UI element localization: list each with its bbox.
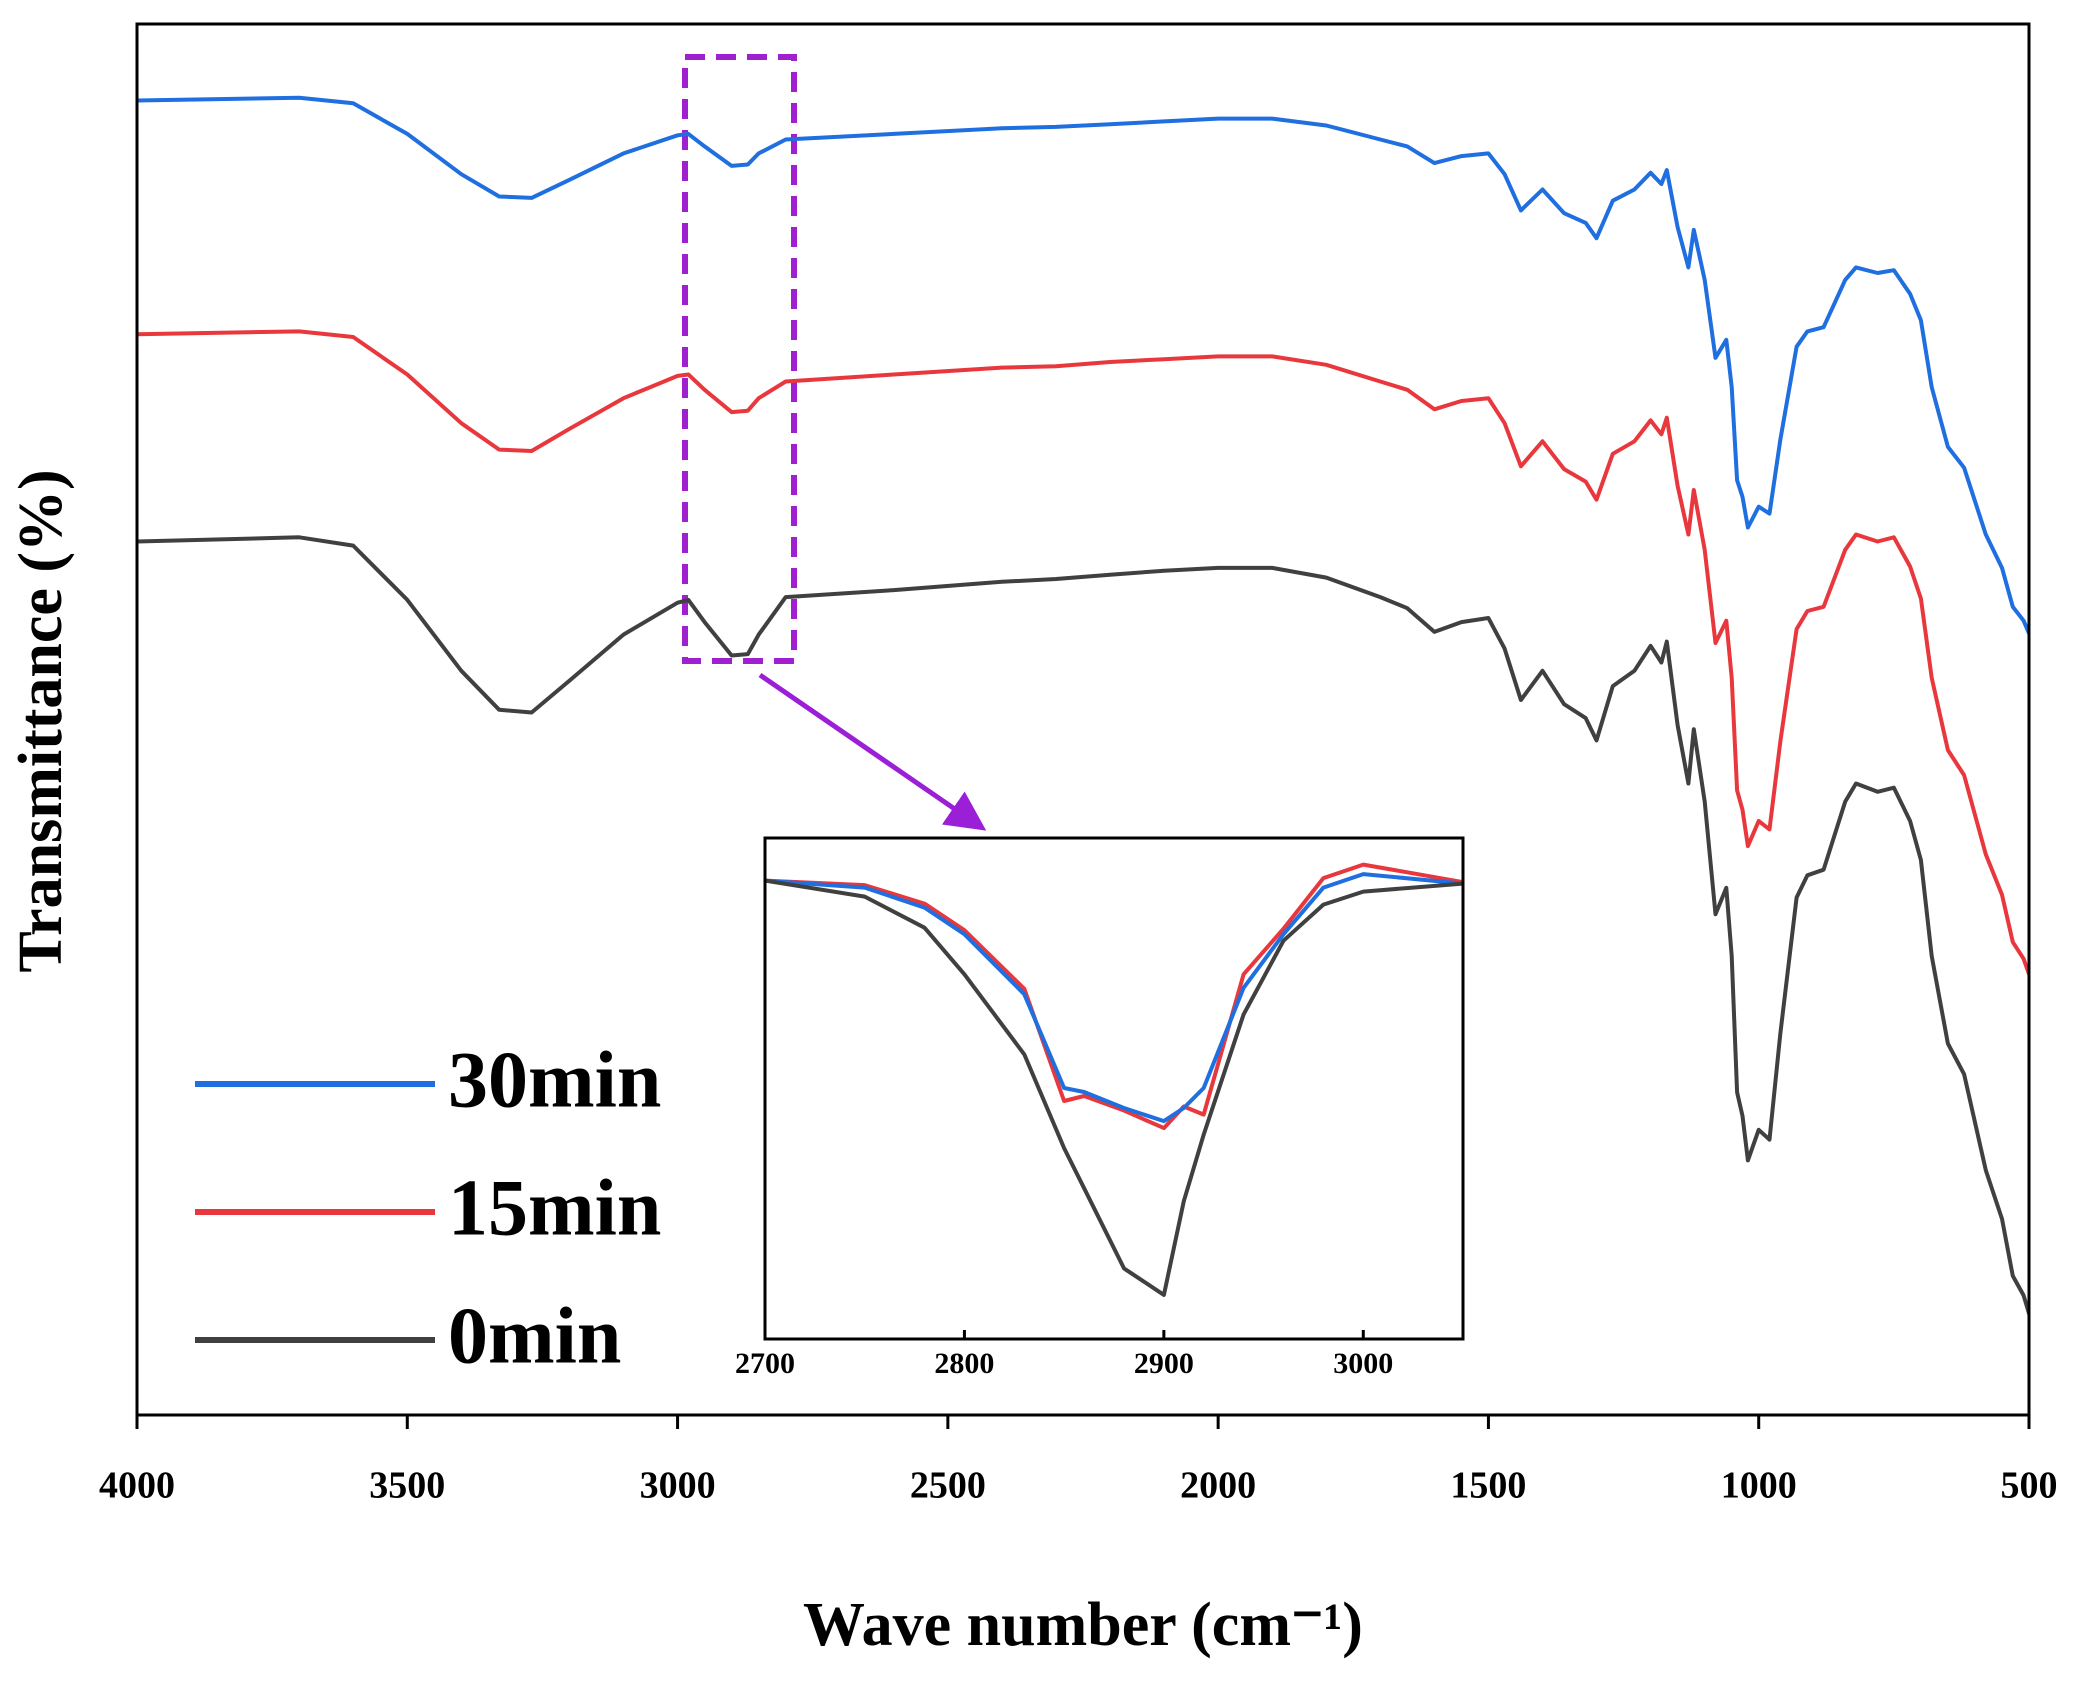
x-tick-label: 500 [2001, 1465, 2058, 1507]
legend-label: 15min [448, 1164, 661, 1252]
data-line [765, 872, 1463, 1124]
x-tick-label: 4000 [99, 1465, 175, 1507]
x-tick-label: 1000 [1721, 1465, 1797, 1507]
x-tick-label: 2500 [910, 1465, 986, 1507]
legend-label: 30min [448, 1036, 661, 1124]
data-line [137, 329, 2029, 977]
legend-label: 0min [448, 1292, 621, 1380]
x-tick-label: 3500 [369, 1465, 445, 1507]
x-tick-label: 2700 [735, 1347, 795, 1380]
plot-frame [763, 836, 1465, 1341]
zoom-box [682, 54, 797, 664]
x-tick-label: 2000 [1180, 1465, 1256, 1507]
plot-area [137, 95, 2029, 1316]
data-line [137, 95, 2029, 636]
data-line [765, 878, 1463, 1297]
x-tick-label: 3000 [640, 1465, 716, 1507]
data-line [137, 535, 2029, 1316]
inset-background [765, 838, 1463, 1339]
y-axis-label: Transmittance (%) [7, 469, 75, 972]
x-tick-label: 3000 [1333, 1347, 1393, 1380]
x-axis-label: Wave number (cm⁻¹) [803, 1591, 1363, 1659]
zoom-arrow [758, 672, 987, 831]
x-tick-label: 2900 [1134, 1347, 1194, 1380]
x-tick-label: 2800 [934, 1347, 994, 1380]
plot-area [765, 862, 1463, 1297]
x-tick-label: 1500 [1450, 1465, 1526, 1507]
data-line [765, 862, 1463, 1131]
plot-frame [135, 22, 2031, 1417]
